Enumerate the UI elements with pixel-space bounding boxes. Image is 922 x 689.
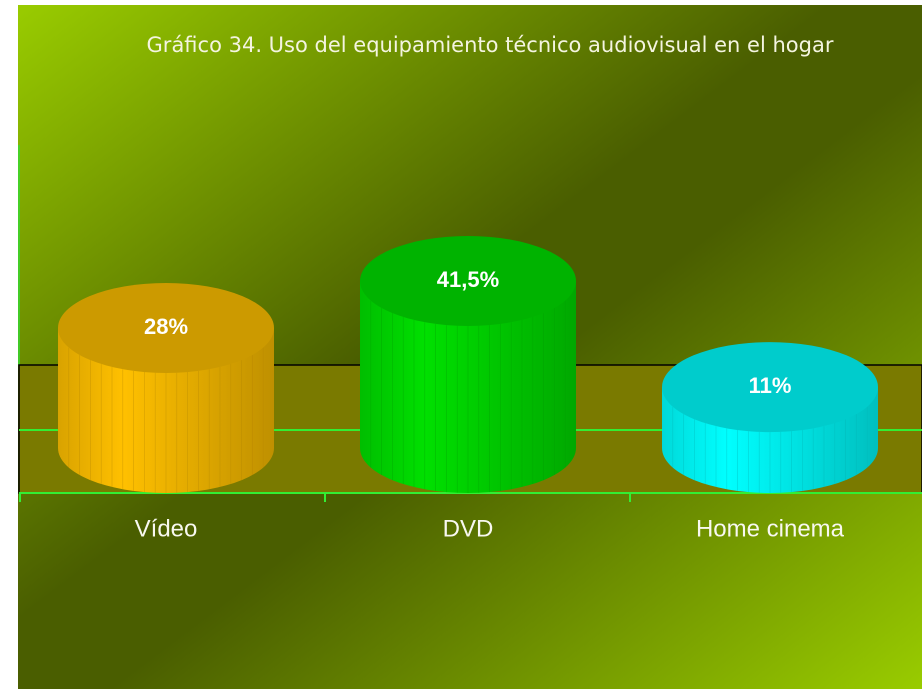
cylinder [360,235,576,493]
x-tick-label: Vídeo [135,515,198,542]
cylinder-top [360,235,576,326]
value-label: 28% [144,314,188,339]
x-tick-label: DVD [443,515,494,542]
cylinder [58,282,274,493]
x-tick-label: Home cinema [696,515,845,542]
value-label: 41,5% [437,267,499,292]
cylinder [662,342,878,493]
value-label: 11% [749,373,792,398]
chart-title: Gráfico 34. Uso del equipamiento técnico… [146,33,834,57]
cylinder-top [58,282,274,373]
cylinder-top [662,342,878,433]
